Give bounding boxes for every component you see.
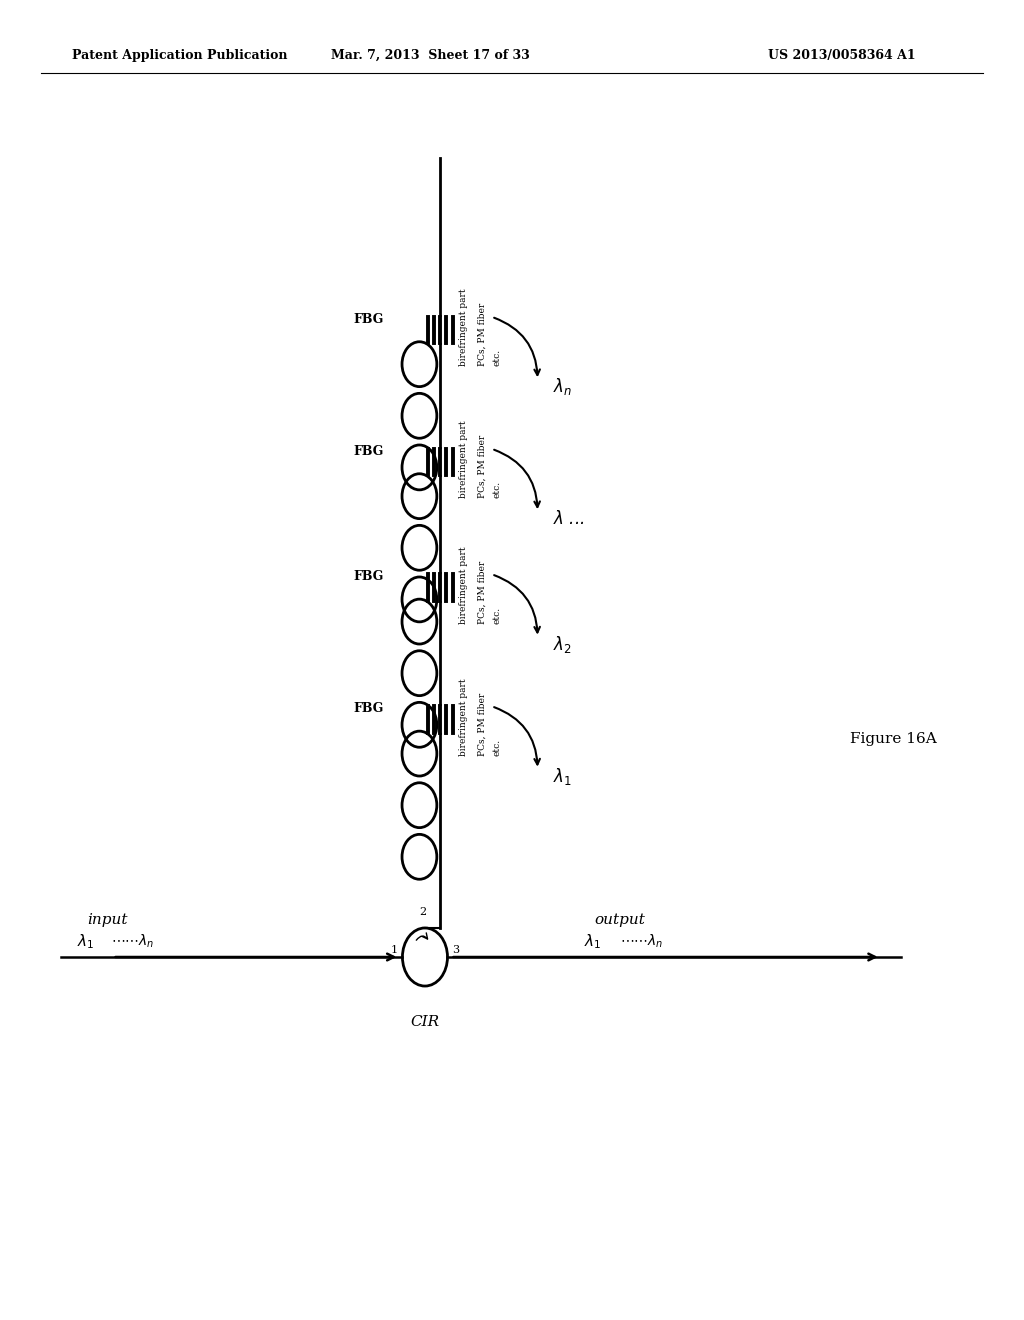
Text: Figure 16A: Figure 16A [850, 733, 937, 746]
Text: FBG: FBG [353, 445, 384, 458]
Text: Mar. 7, 2013  Sheet 17 of 33: Mar. 7, 2013 Sheet 17 of 33 [331, 49, 529, 62]
Text: $\cdots\cdots\lambda_n$: $\cdots\cdots\lambda_n$ [111, 932, 154, 950]
Text: 1: 1 [390, 945, 397, 956]
Text: CIR: CIR [411, 1015, 439, 1030]
Text: $\cdots\cdots\lambda_n$: $\cdots\cdots\lambda_n$ [620, 932, 663, 950]
Text: input: input [87, 913, 128, 927]
Text: etc.: etc. [493, 350, 502, 366]
Text: $\lambda$ ...: $\lambda$ ... [553, 510, 585, 528]
Text: FBG: FBG [353, 570, 384, 583]
Text: 2: 2 [420, 907, 426, 917]
Text: $\lambda_1$: $\lambda_1$ [77, 932, 94, 950]
Text: $\lambda_2$: $\lambda_2$ [553, 634, 571, 655]
Bar [425, 449, 456, 475]
Text: output: output [594, 913, 645, 927]
Text: $\lambda_1$: $\lambda_1$ [553, 766, 572, 787]
Text: FBG: FBG [353, 702, 384, 715]
Text: Patent Application Publication: Patent Application Publication [72, 49, 287, 62]
Text: birefringent part: birefringent part [459, 546, 468, 624]
Bar [425, 574, 456, 601]
Text: birefringent part: birefringent part [459, 289, 468, 366]
Text: birefringent part: birefringent part [459, 678, 468, 755]
Text: PCs, PM fiber: PCs, PM fiber [477, 436, 486, 499]
Text: US 2013/0058364 A1: US 2013/0058364 A1 [768, 49, 915, 62]
Text: 3: 3 [453, 945, 460, 956]
Text: $\lambda_n$: $\lambda_n$ [553, 376, 572, 397]
Text: $\lambda_1$: $\lambda_1$ [584, 932, 601, 950]
Bar [425, 317, 456, 343]
Bar [425, 706, 456, 733]
Text: birefringent part: birefringent part [459, 421, 468, 499]
Text: PCs, PM fiber: PCs, PM fiber [477, 693, 486, 755]
Text: etc.: etc. [493, 482, 502, 499]
Text: PCs, PM fiber: PCs, PM fiber [477, 304, 486, 366]
Text: etc.: etc. [493, 607, 502, 624]
Text: FBG: FBG [353, 313, 384, 326]
Text: etc.: etc. [493, 739, 502, 755]
Text: PCs, PM fiber: PCs, PM fiber [477, 561, 486, 624]
